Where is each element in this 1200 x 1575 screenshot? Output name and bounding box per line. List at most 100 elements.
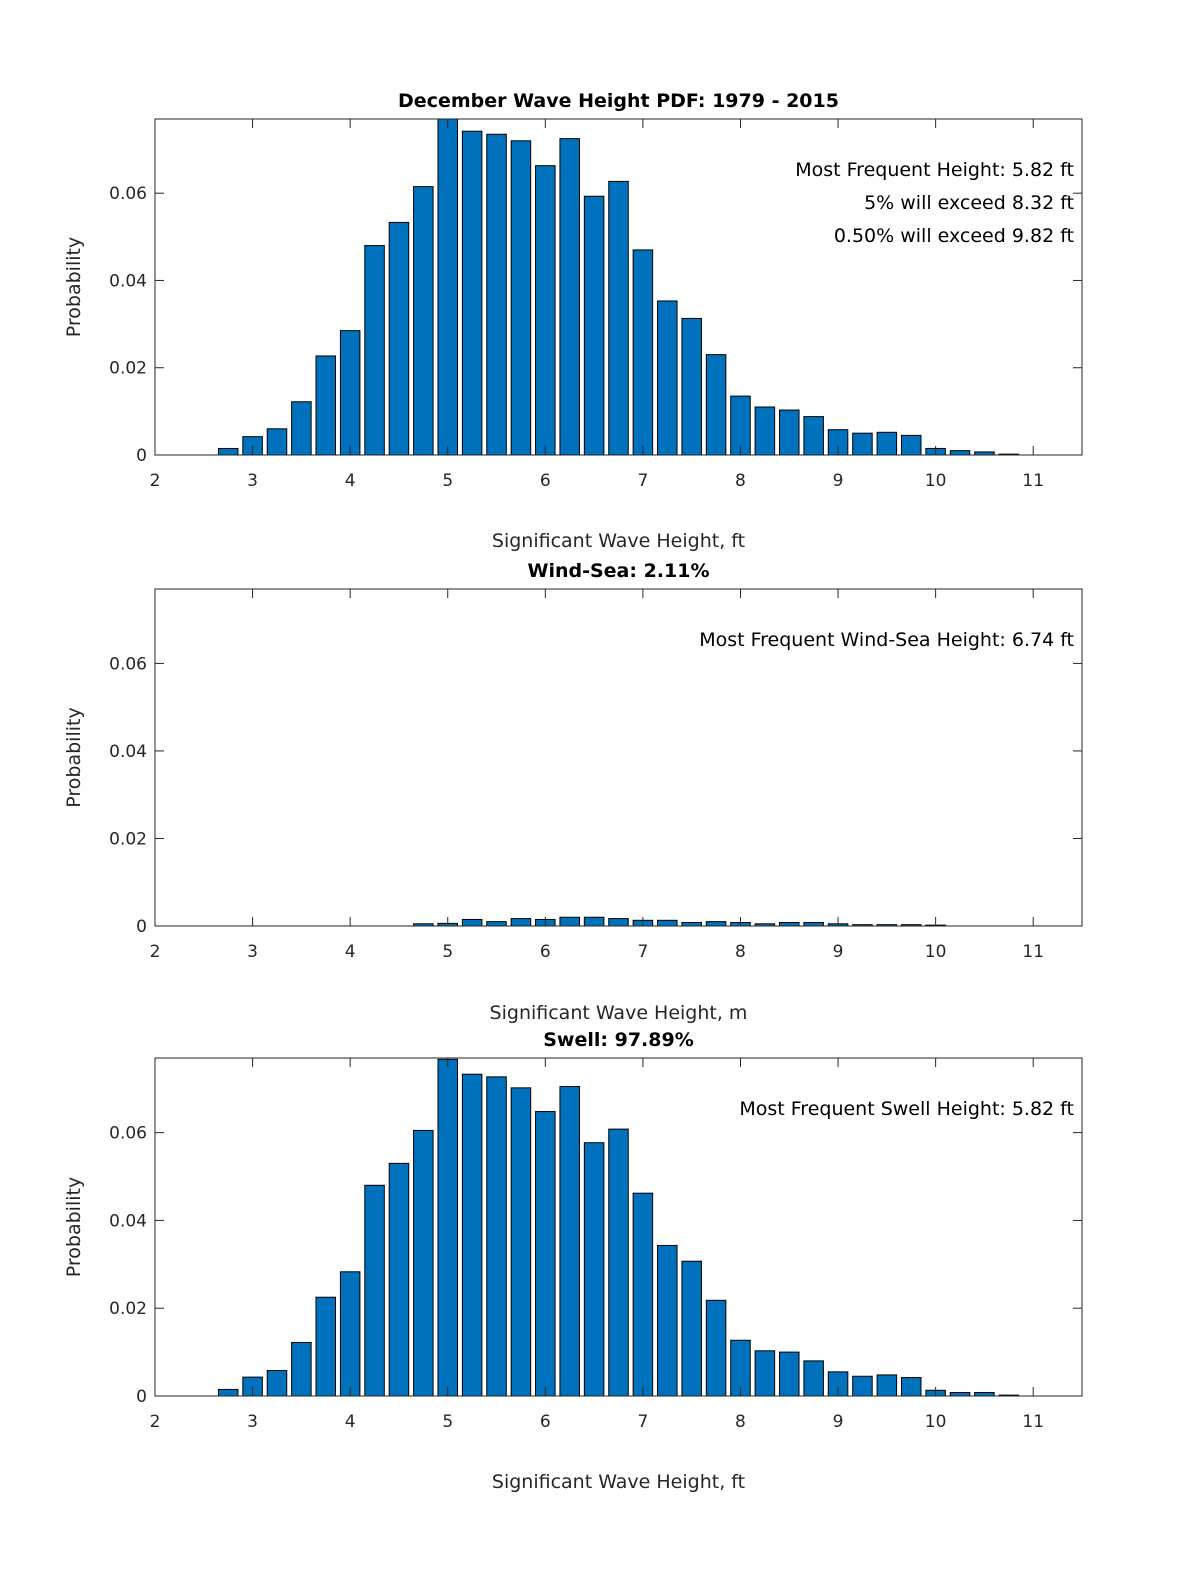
bar [364,1184,385,1397]
x-tick-label: 5 [442,942,453,962]
chart-panel-3: 2 3 4 5 6 7 8 9 10 11 0 0.02 0.04 0.06 Swell: 97.89% Si… [63,1029,1083,1493]
bar [437,1058,459,1397]
x-tick-label: 8 [735,1412,746,1432]
bar [510,1087,532,1397]
x-tick-label: 6 [540,1412,551,1432]
bar [779,922,800,927]
x-tick-label: 7 [637,471,648,491]
x-tick-label: 6 [540,942,551,962]
bar [388,221,410,456]
bar [632,1192,654,1397]
bar [583,916,605,927]
bar [461,918,483,927]
bar [803,1360,824,1397]
y-tick-label: 0 [136,1387,147,1407]
bar [657,1244,678,1397]
x-tick-label: 9 [833,942,844,962]
bar [486,133,507,456]
x-tick-label: 10 [925,471,947,491]
bar [876,1374,898,1397]
x-tick-label: 4 [345,1412,356,1432]
bar [413,1129,434,1397]
x-tick-label: 3 [247,942,258,962]
x-tick-label: 8 [735,942,746,962]
chart-panel-1: 2 3 4 5 6 7 8 9 10 11 0 0.02 0.04 0.06 December Wave H… [63,90,1083,552]
y-axis-label: Probability [63,237,85,337]
y-tick-label: 0.04 [109,742,147,762]
x-tick-label: 3 [247,471,258,491]
bar [388,1162,410,1397]
x-tick-label: 2 [150,1412,161,1432]
annotation-text: Most Frequent Height: 5.82 ft [795,159,1074,181]
y-tick-label: 0.02 [109,359,147,379]
bar [681,317,702,456]
y-tick-label: 0.02 [109,829,147,849]
axes-box [154,1057,1083,1397]
bar [583,195,605,456]
bar [461,130,483,456]
bar [486,921,507,927]
bar [608,180,629,456]
bar [559,1086,580,1397]
bar [632,249,654,456]
bar [510,140,532,456]
x-tick-label: 8 [735,471,746,491]
x-tick-label: 2 [150,471,161,491]
x-tick-label: 11 [1022,1412,1044,1432]
y-tick-label: 0.04 [109,271,147,291]
bar [339,330,361,456]
x-tick-label: 9 [833,1412,844,1432]
bar [339,1271,361,1397]
x-tick-label: 6 [540,471,551,491]
bar [291,1341,312,1397]
bar [949,450,971,456]
x-axis-label: Significant Wave Height, ft [492,530,745,552]
x-tick-label: 10 [925,1412,947,1432]
bar [583,1142,605,1397]
bar [949,1391,971,1397]
bar [559,916,580,927]
annotation-text: 0.50% will exceed 9.82 ft [834,225,1074,247]
bar [315,355,337,456]
x-axis-label: Significant Wave Height, m [490,1002,748,1024]
y-tick-label: 0.06 [109,654,147,674]
bar [559,138,580,456]
bar [291,401,312,456]
y-tick-label: 0.06 [109,1124,147,1144]
x-tick-label: 9 [833,471,844,491]
chart-title: Swell: 97.89% [543,1029,694,1051]
annotation-text: 5% will exceed 8.32 ft [864,192,1074,214]
bar [803,416,824,456]
x-tick-label: 11 [1022,471,1044,491]
x-tick-label: 3 [247,1412,258,1432]
bar [486,1076,507,1397]
bar [266,1370,288,1397]
x-tick-label: 7 [637,942,648,962]
x-tick-label: 5 [442,1412,453,1432]
annotation-text: Most Frequent Wind-Sea Height: 6.74 ft [699,629,1074,651]
bar [900,434,922,456]
bar [510,918,532,927]
bar [754,406,776,456]
bar [217,447,239,456]
x-tick-label: 11 [1022,942,1044,962]
bar [461,1073,483,1397]
y-tick-label: 0 [136,446,147,466]
axes-box [154,118,1083,456]
y-axis-label: Probability [63,707,85,807]
bar [876,431,898,456]
x-tick-label: 10 [925,942,947,962]
bar [779,409,800,456]
x-tick-label: 2 [150,942,161,962]
y-axis-label: Probability [63,1177,85,1277]
bar [705,354,727,456]
annotation-text: Most Frequent Swell Height: 5.82 ft [739,1098,1074,1120]
bar [779,1351,800,1397]
bar [364,245,385,456]
chart-title: Wind-Sea: 2.11% [527,560,709,582]
bar [657,919,678,927]
y-tick-label: 0.04 [109,1211,147,1231]
bar [535,165,556,456]
x-tick-label: 4 [345,942,356,962]
